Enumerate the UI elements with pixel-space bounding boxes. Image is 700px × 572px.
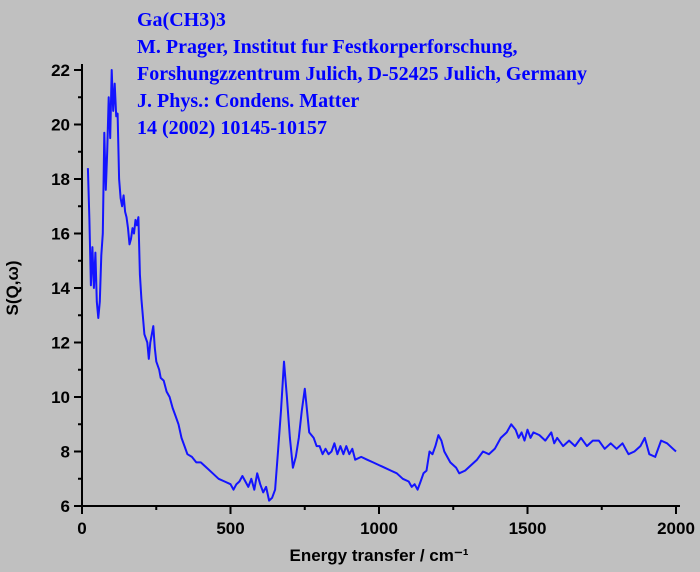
y-tick-label: 16 [51,225,70,244]
y-tick-label: 6 [61,497,70,516]
x-tick-label: 500 [216,519,244,538]
chart-title: Ga(CH3)3 [137,9,226,31]
x-tick-label: 0 [77,519,86,538]
y-tick-label: 8 [61,443,70,462]
y-tick-label: 10 [51,388,70,407]
y-tick-label: 12 [51,334,70,353]
data-line [86,69,677,502]
y-tick-label: 14 [51,279,70,298]
y-axis-label: S(Q,ω) [3,261,22,316]
annotation: M. Prager, Institut fur Festkorperforsch… [137,36,518,58]
annotation: J. Phys.: Condens. Matter [137,90,359,112]
y-tick-label: 20 [51,116,70,135]
y-tick-label: 18 [51,170,70,189]
x-tick-label: 1500 [509,519,547,538]
annotation: 14 (2002) 10145-10157 [137,117,327,139]
annotation: Forshungzzentrum Julich, D-52425 Julich,… [137,63,587,85]
x-tick-label: 1000 [360,519,398,538]
y-tick-label: 22 [51,61,70,80]
x-tick-label: 2000 [657,519,695,538]
x-axis-label: Energy transfer / cm⁻¹ [289,546,468,565]
